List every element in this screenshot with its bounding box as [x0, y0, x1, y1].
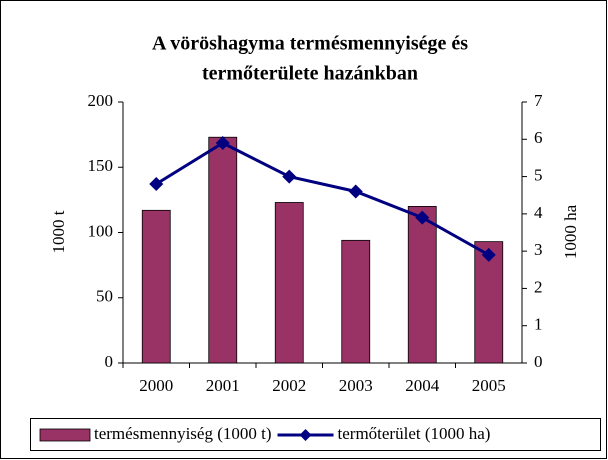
legend-label: termőterület (1000 ha)	[338, 424, 491, 443]
bar	[274, 202, 304, 364]
chart-title: A vöröshagyma termésmennyisége és	[152, 33, 468, 55]
bar	[341, 239, 371, 364]
y-tick-label: 100	[88, 221, 114, 240]
y2-tick-label: 6	[534, 128, 543, 147]
y-tick-label: 50	[96, 287, 113, 306]
y2-tick-label: 7	[534, 91, 543, 110]
x-tick-label: 2003	[339, 376, 373, 395]
marker	[215, 136, 230, 151]
y-tick-label: 200	[88, 91, 114, 110]
legend-marker	[299, 429, 312, 441]
x-tick-label: 2002	[272, 376, 306, 395]
y2-tick-label: 2	[534, 277, 543, 296]
legend-label: termésmennyiség (1000 t)	[94, 424, 272, 443]
marker	[415, 210, 430, 225]
legend-box	[30, 418, 601, 451]
marker	[149, 177, 164, 192]
marker	[481, 247, 496, 262]
x-tick-label: 2004	[405, 376, 440, 395]
y2-tick-label: 1	[534, 315, 543, 334]
y2-tick-label: 3	[534, 240, 543, 259]
marker	[348, 184, 363, 199]
chart-title: termőterülete hazánkban	[202, 63, 418, 85]
y2-tick-label: 0	[534, 352, 543, 371]
line	[155, 141, 490, 257]
legend-swatch	[39, 428, 91, 442]
y2-tick-label: 5	[534, 165, 543, 184]
bar	[407, 205, 437, 364]
marker	[282, 169, 297, 184]
bar	[208, 136, 238, 364]
y2-axis-label: 1000 ha	[561, 204, 580, 259]
x-tick-label: 2001	[206, 376, 240, 395]
y-tick-label: 0	[105, 352, 114, 371]
y-tick-label: 150	[88, 156, 114, 175]
y-axis-label: 1000 t	[49, 210, 68, 253]
y2-tick-label: 4	[534, 203, 543, 222]
x-tick-label: 2000	[139, 376, 173, 395]
x-tick-label: 2005	[472, 376, 506, 395]
bar	[141, 209, 171, 364]
